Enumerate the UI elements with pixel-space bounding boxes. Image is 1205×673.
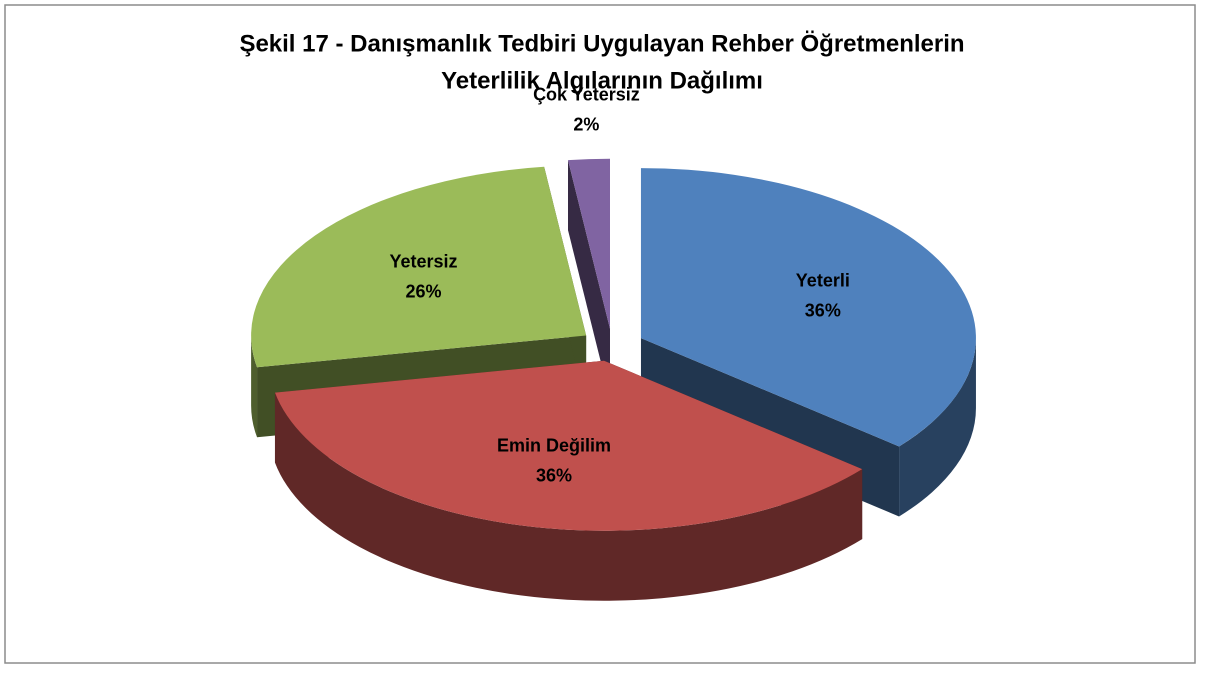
slice-top xyxy=(568,158,610,329)
slice-top xyxy=(640,168,976,447)
slice-top xyxy=(274,360,863,531)
slice-side xyxy=(274,392,863,601)
data-label-name: Emin Değilim xyxy=(497,435,611,455)
slice-side xyxy=(251,335,258,438)
chart-title: Şekil 17 - Danışmanlık Tedbiri Uygulayan… xyxy=(239,30,964,57)
slice-wall xyxy=(568,160,610,399)
chart-title: Yeterlilik Algılarının Dağılımı xyxy=(441,67,763,94)
data-label-name: Yetersiz xyxy=(389,251,457,271)
data-label-name: Yeterli xyxy=(796,270,850,290)
data-label-value: 2% xyxy=(573,115,599,135)
data-label-value: 26% xyxy=(405,281,441,301)
data-label-value: 36% xyxy=(805,300,841,320)
data-label-name: Çok Yetersiz xyxy=(533,85,640,105)
slice-side xyxy=(899,338,976,517)
pie-slice xyxy=(568,158,610,399)
pie-slice xyxy=(274,360,863,601)
data-label-value: 36% xyxy=(536,465,572,485)
slice-top xyxy=(251,166,587,368)
